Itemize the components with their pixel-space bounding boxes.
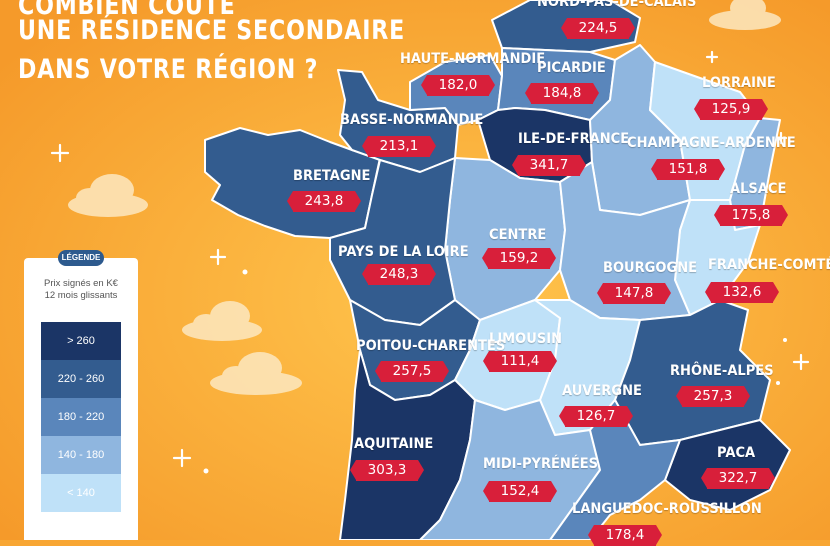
legend-subtitle-line2: 12 mois glissants: [44, 290, 118, 301]
price-tag: 125,9: [694, 99, 768, 120]
region-bourgogne: [559, 161, 691, 321]
region-name: MIDI-PYRÉNÉES: [483, 456, 599, 472]
price-tag: 147,8: [597, 283, 671, 304]
legend: LÉGENDE Prix signés en K€ 12 mois glissa…: [24, 250, 138, 540]
cloud-icon: [68, 174, 148, 217]
region-name: BASSE-NORMANDIE: [340, 112, 484, 128]
price-tag: 182,0: [421, 75, 495, 96]
price-tag: 151,8: [651, 159, 725, 180]
cloud-icon: [709, 0, 781, 30]
legend-item: 140 - 180: [41, 436, 121, 474]
region-name: CENTRE: [489, 227, 547, 243]
legend-item: < 140: [41, 474, 121, 512]
region-name: AQUITAINE: [354, 436, 434, 452]
price-tag: 243,8: [287, 191, 361, 212]
page-title-line3: DANS VOTRE RÉGION ?: [18, 54, 319, 85]
price-tag: 132,6: [705, 282, 779, 303]
page-title-line2: UNE RÉSIDENCE SECONDAIRE: [18, 15, 406, 46]
sparkle-icon: [50, 50, 810, 468]
page-title-line1: COMBIEN COÛTE: [18, 0, 236, 21]
region-name: PICARDIE: [537, 60, 606, 76]
price-tag: 175,8: [714, 205, 788, 226]
region-name: BRETAGNE: [293, 168, 371, 184]
region-name: PACA: [717, 445, 756, 461]
legend-subtitle: Prix signés en K€ 12 mois glissants: [24, 278, 138, 302]
region-name: CHAMPAGNE-ARDENNE: [627, 135, 796, 151]
region-name: ALSACE: [730, 181, 787, 197]
price-tag: 213,1: [362, 136, 436, 157]
region-name: HAUTE-NORMANDIE: [400, 51, 546, 67]
region-name: FRANCHE-COMTÉ: [708, 257, 830, 273]
price-tag: 159,2: [482, 248, 556, 269]
region-name: ILE-DE-FRANCE: [518, 131, 630, 147]
price-tag: 224,5: [561, 18, 635, 39]
price-tag: 178,4: [588, 525, 662, 546]
price-tag: 257,5: [375, 361, 449, 382]
price-tag: 322,7: [701, 468, 775, 489]
region-name: NORD-PAS-DE-CALAIS: [537, 0, 697, 10]
cloud-icon: [182, 301, 262, 341]
legend-item: > 260: [41, 322, 121, 360]
region-name: PAYS DE LA LOIRE: [338, 244, 469, 260]
region-name: LANGUEDOC-ROUSSILLON: [572, 501, 762, 517]
price-tag: 341,7: [512, 155, 586, 176]
region-name: LORRAINE: [702, 75, 776, 91]
legend-item: 220 - 260: [41, 360, 121, 398]
price-tag: 184,8: [525, 83, 599, 104]
region-name: BOURGOGNE: [603, 260, 698, 276]
price-tag: 257,3: [676, 386, 750, 407]
legend-heading: LÉGENDE: [58, 250, 104, 266]
region-name: AUVERGNE: [562, 383, 642, 399]
region-name: POITOU-CHARENTES: [356, 338, 506, 354]
cloud-icon: [210, 352, 302, 395]
region-name: RHÔNE-ALPES: [670, 363, 774, 379]
price-tag: 111,4: [483, 351, 557, 372]
legend-item: 180 - 220: [41, 398, 121, 436]
price-tag: 126,7: [559, 406, 633, 427]
price-tag: 303,3: [350, 460, 424, 481]
region-languedoc-roussillon: [549, 399, 681, 540]
region-name: LIMOUSIN: [489, 331, 563, 347]
legend-subtitle-line1: Prix signés en K€: [44, 278, 118, 289]
price-tag: 152,4: [483, 481, 557, 502]
price-tag: 248,3: [362, 264, 436, 285]
